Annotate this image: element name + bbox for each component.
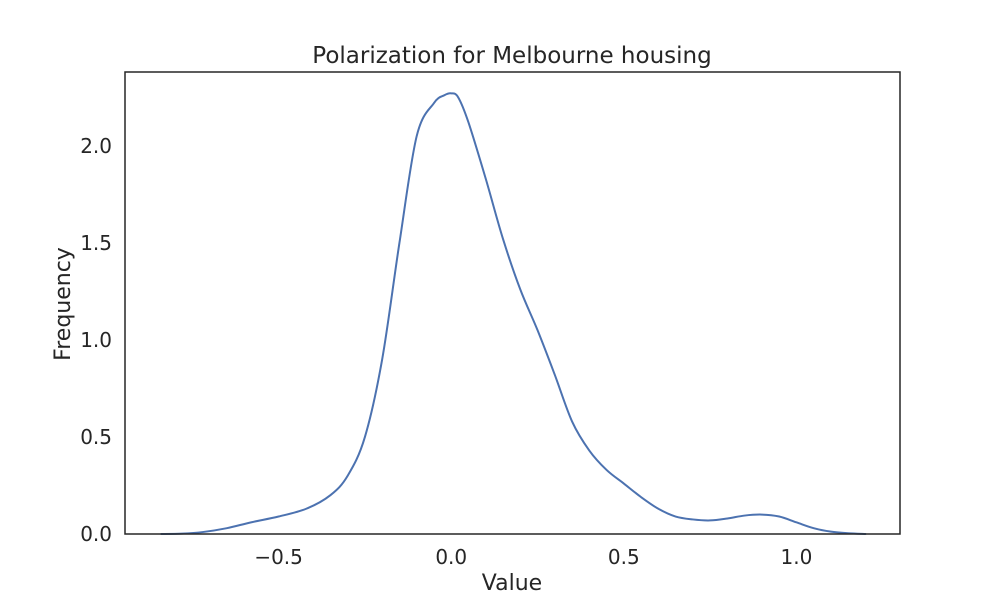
y-axis-title: Frequency — [51, 247, 76, 361]
x-axis-title: Value — [482, 571, 542, 596]
y-tick-label: 2.0 — [80, 134, 112, 158]
y-tick-label: 1.5 — [80, 231, 112, 255]
y-tick-label: 0.0 — [80, 522, 112, 546]
x-tick-label: 1.0 — [781, 545, 813, 569]
plot-frame — [124, 71, 901, 535]
chart-title: Polarization for Melbourne housing — [312, 43, 711, 69]
density-line — [160, 92, 867, 535]
x-tick-label: 0.5 — [608, 545, 640, 569]
axis-ticks: −0.5 0.0 0.5 1.0 0.0 0.5 1.0 1.5 2.0 — [80, 134, 812, 569]
x-tick-label: 0.0 — [435, 545, 467, 569]
y-tick-label: 1.0 — [80, 328, 112, 352]
x-tick-label: −0.5 — [254, 545, 303, 569]
y-tick-label: 0.5 — [80, 425, 112, 449]
